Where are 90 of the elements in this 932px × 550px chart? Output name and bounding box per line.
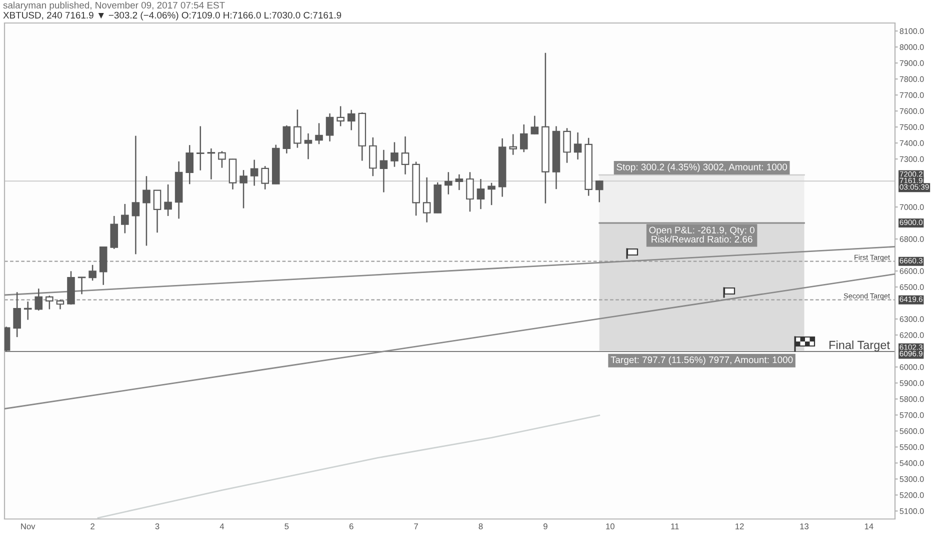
x-tick-label: 12: [736, 523, 744, 530]
candlestick: [530, 115, 539, 135]
x-tick-label: 4: [220, 523, 224, 530]
y-tick-label: 7600.0: [900, 108, 924, 114]
candlestick: [282, 124, 291, 154]
ref-line-label: Final Target: [830, 340, 890, 352]
x-tick-label: 2: [90, 523, 94, 530]
y-tick-label: 7300.0: [900, 156, 924, 162]
candlestick: [34, 288, 43, 312]
candlestick: [336, 106, 344, 127]
candlestick: [196, 126, 204, 171]
candlestick: [401, 136, 410, 175]
x-tick-label: Nov: [21, 523, 36, 530]
x-tick-label: 10: [606, 523, 614, 530]
candlestick: [455, 174, 464, 191]
candlestick: [132, 135, 140, 255]
candlestick: [142, 175, 150, 246]
candlestick: [110, 215, 118, 250]
candlestick: [509, 134, 517, 156]
y-tick-label: 8100.0: [900, 28, 924, 34]
y-tick-label: 7700.0: [900, 92, 924, 98]
candlestick: [207, 148, 216, 180]
y-tick-label: 5100.0: [900, 508, 924, 514]
candlestick: [574, 132, 582, 160]
y-tick-label: 5700.0: [900, 412, 924, 418]
candlestick: [121, 203, 129, 234]
candlestick: [380, 149, 388, 193]
candlestick: [218, 150, 226, 168]
annotation: Open P&L: -261.9, Qty: 0 Risk/Reward Ratio: 2.66: [649, 226, 754, 243]
candlestick: [186, 144, 194, 185]
y-tick-label: 6200.0: [900, 332, 924, 338]
candlestick: [261, 165, 269, 190]
candlestick: [488, 182, 496, 206]
x-tick-label: 8: [478, 523, 483, 530]
y-tick-label: 5300.0: [900, 476, 924, 482]
candlestick: [422, 176, 431, 223]
candlestick: [369, 136, 377, 177]
y-tick-label: 7900.0: [900, 60, 924, 66]
candlestick: [153, 189, 162, 234]
line-series: [97, 414, 600, 519]
candlestick: [13, 291, 21, 338]
y-tick-label: 5200.0: [900, 492, 924, 498]
candlestick: [240, 169, 248, 209]
y-tick-label: 7800.0: [900, 76, 924, 82]
y-tick-label: 7000.0: [900, 204, 924, 210]
candlestick: [563, 127, 571, 164]
y-tick-label: 5600.0: [900, 428, 924, 434]
y-tick-label: 5500.0: [900, 444, 924, 450]
candlestick: [78, 276, 86, 295]
y-tick-label: 7500.0: [900, 124, 924, 130]
candlestick: [315, 122, 323, 145]
annotation: Target: 797.7 (11.56%) 7977, Amount: 1000: [610, 356, 793, 365]
x-tick-label: 9: [544, 523, 548, 530]
y-tick-label: 6600.0: [900, 268, 924, 274]
candlestick: [46, 295, 54, 310]
candlestick: [304, 132, 312, 160]
y-tick-label: 5900.0: [900, 380, 924, 386]
x-tick-label: 7: [414, 523, 418, 530]
candlestick: [347, 109, 356, 131]
x-tick-label: 6: [349, 523, 354, 530]
candlestick: [294, 108, 302, 148]
y-tick-label: 5400.0: [900, 460, 924, 466]
candlestick: [466, 171, 474, 212]
candlestick: [390, 142, 398, 168]
y-tick-label: 6500.0: [900, 284, 924, 290]
candlestick: [444, 171, 452, 195]
x-tick-label: 5: [284, 523, 289, 530]
candlestick: [520, 124, 528, 153]
y-tick-label: 7400.0: [900, 140, 924, 146]
annotation: Stop: 300.2 (4.35%) 3002, Amount: 1000: [616, 163, 788, 172]
x-tick-label: 14: [864, 523, 874, 530]
candlestick: [326, 112, 334, 142]
candlestick: [56, 299, 64, 310]
candlestick: [228, 158, 237, 190]
candlestick: [88, 264, 96, 282]
candlestick: [24, 300, 32, 320]
candlestick: [595, 180, 604, 203]
candlestick: [476, 178, 485, 210]
candlestick: [164, 184, 172, 217]
x-tick-label: 3: [155, 523, 160, 530]
y-tick-label: 8000.0: [900, 44, 924, 50]
chart-title: salaryman published, November 09, 2017 07:54 EST: [3, 2, 225, 10]
y-tick-label: 6300.0: [900, 316, 924, 322]
x-tick-label: 13: [800, 523, 809, 530]
y-tick-label: 5800.0: [900, 396, 924, 402]
y-tick-label: 6800.0: [900, 236, 924, 242]
candlestick: [250, 159, 258, 186]
y-tick-label: 6000.0: [900, 364, 924, 370]
x-tick-label: 11: [671, 523, 679, 530]
chart-subtitle: XBTUSD, 240 7161.9 ▼ −303.2 (−4.06%) O:7109.0 H:7166.0 L:7030.0 C:7161.9: [3, 12, 342, 20]
